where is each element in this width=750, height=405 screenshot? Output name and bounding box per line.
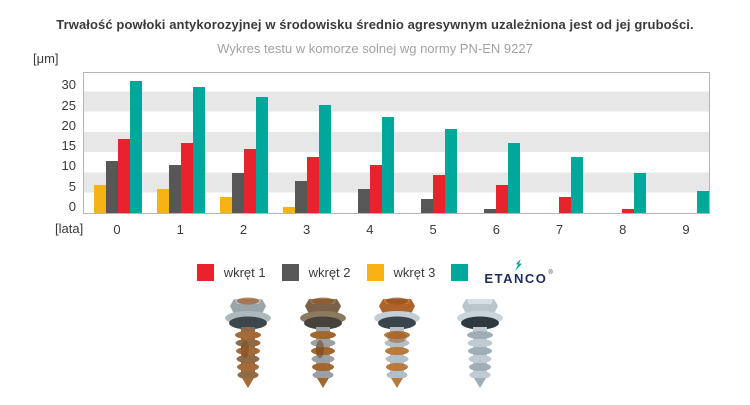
bar-ETANCO-year-8 bbox=[634, 173, 646, 213]
x-tick-label-5: 5 bbox=[429, 222, 437, 237]
bar-group-year-5 bbox=[409, 73, 457, 213]
x-tick-label-7: 7 bbox=[555, 222, 564, 237]
bar-ETANCO-year-2 bbox=[256, 97, 268, 213]
screw-photo-rusted-2 bbox=[291, 291, 355, 391]
legend-label: wkręt 2 bbox=[308, 264, 351, 280]
bar-wkręt-2-year-4 bbox=[358, 189, 370, 213]
legend-item-wkręt-1: wkręt 1 bbox=[196, 263, 266, 281]
bar-group-year-7 bbox=[535, 73, 583, 213]
screw-illustration bbox=[374, 297, 420, 388]
x-tick-label-6: 6 bbox=[492, 222, 500, 237]
screw-photo-clean bbox=[448, 291, 512, 391]
bar-ETANCO-year-1 bbox=[193, 87, 205, 213]
legend-swatch bbox=[451, 263, 469, 281]
bar-wkręt-1-year-7 bbox=[559, 197, 571, 213]
bar-group-year-4 bbox=[346, 73, 394, 213]
bar-wkręt-3-year-0 bbox=[94, 185, 106, 213]
x-tick-label-0: 0 bbox=[113, 222, 121, 237]
legend-item-wkręt-2: wkręt 2 bbox=[281, 263, 351, 281]
y-tick-label: 30 bbox=[61, 77, 76, 93]
etanco-wordmark: ETANCO® bbox=[484, 270, 555, 286]
x-tick-label-2: 2 bbox=[239, 222, 248, 237]
bar-ETANCO-year-5 bbox=[445, 129, 457, 213]
bar-group-year-1 bbox=[157, 73, 205, 213]
x-tick-label-4: 4 bbox=[366, 222, 374, 237]
plot-area bbox=[83, 72, 710, 214]
y-tick-label: 15 bbox=[61, 138, 76, 154]
legend-item-wkręt-3: wkręt 3 bbox=[366, 263, 436, 281]
bar-ETANCO-year-9 bbox=[697, 191, 709, 213]
chart-title: Trwałość powłoki antykorozyjnej w środow… bbox=[56, 17, 694, 32]
bar-wkręt-1-year-0 bbox=[118, 139, 130, 213]
bar-wkręt-2-year-5 bbox=[421, 199, 433, 213]
y-tick-label: 0 bbox=[68, 199, 76, 214]
legend: wkręt 1 wkręt 2 wkręt 3 ETANCO® bbox=[0, 255, 750, 289]
y-tick-label: 10 bbox=[61, 158, 76, 174]
bar-wkręt-2-year-6 bbox=[484, 209, 496, 213]
screw-illustration bbox=[300, 297, 346, 388]
bar-wkręt-2-year-1 bbox=[169, 165, 181, 213]
bar-group-year-9 bbox=[661, 73, 709, 213]
bar-wkręt-1-year-5 bbox=[433, 175, 445, 213]
bar-wkręt-1-year-6 bbox=[496, 185, 508, 213]
bar-wkręt-1-year-4 bbox=[370, 165, 382, 213]
etanco-flash-icon bbox=[515, 259, 523, 271]
bar-ETANCO-year-7 bbox=[571, 157, 583, 213]
bar-group-year-0 bbox=[94, 73, 142, 213]
legend-label: wkręt 3 bbox=[393, 264, 436, 280]
bar-wkręt-3-year-3 bbox=[283, 207, 295, 213]
bar-group-year-8 bbox=[598, 73, 646, 213]
registered-trademark-symbol: ® bbox=[548, 270, 555, 276]
x-axis-unit-label: [lata] bbox=[55, 221, 84, 236]
legend-item-ETANCO: ETANCO® bbox=[451, 259, 553, 285]
x-axis-labels: 0 1 2 3 4 5 6 7 8 9 bbox=[83, 222, 710, 237]
screw-illustration bbox=[225, 297, 271, 388]
y-axis-ticks: 0 5 10 15 20 25 30 bbox=[38, 72, 76, 214]
x-tick-label-9: 9 bbox=[682, 222, 690, 237]
screw-photo-rusted-1 bbox=[216, 291, 280, 391]
screw-illustration bbox=[457, 299, 503, 388]
legend-swatch bbox=[196, 263, 214, 281]
bar-group-year-3 bbox=[283, 73, 331, 213]
bar-wkręt-1-year-8 bbox=[622, 209, 634, 213]
bar-wkręt-3-year-1 bbox=[157, 189, 169, 213]
bar-ETANCO-year-4 bbox=[382, 117, 394, 213]
bar-wkręt-2-year-3 bbox=[295, 181, 307, 213]
bar-wkręt-2-year-0 bbox=[106, 161, 118, 213]
legend-label: wkręt 1 bbox=[223, 264, 266, 280]
screw-photo-rusted-3 bbox=[365, 291, 429, 391]
screw-photos-row bbox=[0, 291, 750, 391]
bar-wkręt-2-year-2 bbox=[232, 173, 244, 213]
bar-ETANCO-year-6 bbox=[508, 143, 520, 213]
bar-group-year-6 bbox=[472, 73, 520, 213]
y-tick-label: 25 bbox=[61, 97, 76, 113]
legend-swatch bbox=[281, 263, 299, 281]
chart-subtitle: Wykres testu w komorze solnej wg normy P… bbox=[217, 41, 533, 56]
y-tick-label: 20 bbox=[61, 117, 76, 133]
x-tick-label-1: 1 bbox=[176, 222, 184, 237]
y-tick-label: 5 bbox=[68, 178, 76, 194]
bar-ETANCO-year-0 bbox=[130, 81, 142, 213]
y-axis-unit-label: [μm] bbox=[33, 51, 59, 66]
etanco-logo: ETANCO® bbox=[484, 259, 553, 285]
legend-swatch bbox=[366, 263, 384, 281]
etanco-name: ETANCO bbox=[484, 271, 548, 286]
bar-wkręt-3-year-2 bbox=[220, 197, 232, 213]
bar-wkręt-1-year-1 bbox=[181, 143, 193, 213]
bar-group-year-2 bbox=[220, 73, 268, 213]
bar-groups bbox=[84, 73, 709, 213]
x-tick-label-3: 3 bbox=[303, 222, 311, 237]
bar-wkręt-1-year-3 bbox=[307, 157, 319, 213]
x-tick-label-8: 8 bbox=[619, 222, 627, 237]
bar-wkręt-1-year-2 bbox=[244, 149, 256, 213]
bar-ETANCO-year-3 bbox=[319, 105, 331, 213]
